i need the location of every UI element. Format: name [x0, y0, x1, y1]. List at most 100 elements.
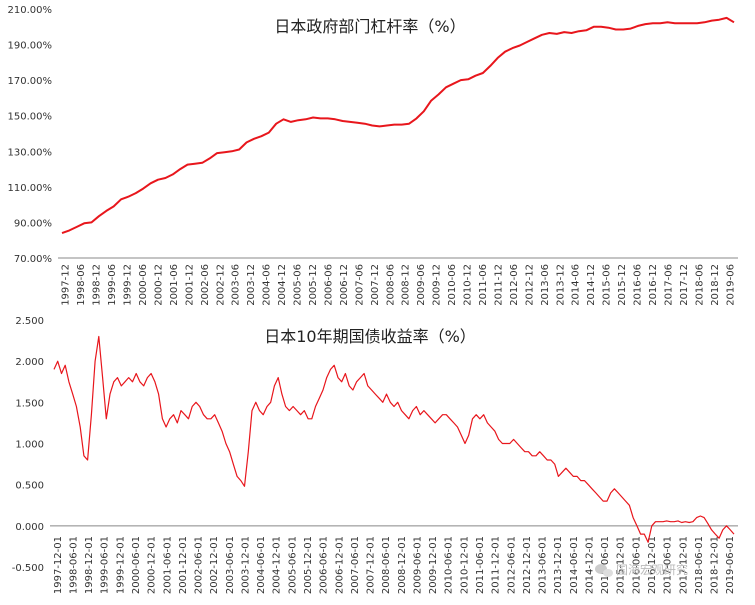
x-tick-label: 2002-06 — [200, 264, 211, 306]
x-tick-label: 2011-12 — [493, 264, 504, 306]
x-tick-label: 1998-12 — [92, 264, 103, 306]
wechat-icon — [595, 564, 613, 577]
x-tick-label: 2003-06 — [231, 264, 242, 306]
x-tick-label: 2007-06 — [354, 264, 365, 306]
x-tick-label: 2016-06-01 — [631, 536, 642, 594]
chart-1-x-axis: 1997-12 1998-06 1998-12 1999-06 1999-12 2000-… — [61, 264, 737, 306]
chart-jgb-10y-yield: 日本10年期国债收益率（%） -0.500 0.000 0.500 1.000 1.50… — [12, 316, 738, 594]
x-tick-label: 2008-12 — [401, 264, 412, 306]
x-tick-label: 2018-12-01 — [710, 536, 721, 594]
chart-2-title: 日本10年期国债收益率（%） — [264, 327, 476, 346]
x-tick-label: 2013-06 — [540, 264, 551, 306]
x-tick-label: 2009-06 — [416, 264, 427, 306]
x-tick-label: 2000-12-01 — [147, 536, 158, 594]
x-tick-label: 2010-12-01 — [459, 536, 470, 594]
x-tick-label: 1999-06-01 — [100, 536, 111, 594]
x-tick-label: 2014-12 — [586, 264, 597, 306]
x-tick-label: 2012-12-01 — [522, 536, 533, 594]
chart-1-series-line — [61, 16, 735, 235]
x-tick-label: 2006-12 — [339, 264, 350, 306]
x-tick-label: 2019-06 — [725, 264, 736, 306]
x-tick-label: 2012-06 — [509, 264, 520, 306]
x-tick-label: 2007-06-01 — [350, 536, 361, 594]
y-tick-label: 90.00% — [14, 218, 52, 229]
x-tick-label: 2002-12 — [215, 264, 226, 306]
y-tick-label: 2.500 — [15, 316, 44, 327]
x-tick-label: 2006-06 — [323, 264, 334, 306]
x-tick-label: 2003-12 — [246, 264, 257, 306]
x-tick-label: 2002-06-01 — [194, 536, 205, 594]
x-tick-label: 2009-12 — [432, 264, 443, 306]
x-tick-label: 2015-12-01 — [616, 536, 627, 594]
x-tick-label: 2001-06-01 — [162, 536, 173, 594]
y-tick-label: -0.500 — [12, 563, 44, 574]
x-tick-label: 1998-06-01 — [68, 536, 79, 594]
x-tick-label: 2001-12-01 — [178, 536, 189, 594]
x-tick-label: 2009-12-01 — [428, 536, 439, 594]
x-tick-label: 2005-12-01 — [303, 536, 314, 594]
y-tick-label: 2.000 — [15, 357, 44, 368]
y-tick-label: 210.00% — [8, 5, 53, 16]
x-tick-label: 2001-06 — [169, 264, 180, 306]
x-tick-label: 2014-12-01 — [584, 536, 595, 594]
x-tick-label: 1997-12-01 — [53, 536, 64, 594]
x-tick-label: 1997-12 — [61, 264, 72, 306]
x-tick-label: 2017-12 — [679, 264, 690, 306]
x-tick-label: 2004-12-01 — [272, 536, 283, 594]
x-tick-label: 1999-12 — [123, 264, 134, 306]
chart-government-leverage: 日本政府部门杠杆率（%） 70.00% 90.00% 110.00% 130.00% 1… — [8, 5, 738, 306]
x-tick-label: 2009-06-01 — [412, 536, 423, 594]
x-tick-label: 2014-06 — [571, 264, 582, 306]
x-tick-label: 2017-12-01 — [678, 536, 689, 594]
x-tick-label: 2006-12-01 — [334, 536, 345, 594]
x-tick-label: 2008-06 — [385, 264, 396, 306]
y-tick-label: 130.00% — [8, 147, 53, 158]
chart-2-x-axis: 1997-12-01 1998-06-01 1998-12-01 1999-06-01… — [53, 536, 736, 594]
x-tick-label: 2013-12-01 — [553, 536, 564, 594]
x-tick-label: 2003-06-01 — [225, 536, 236, 594]
x-tick-label: 2008-12-01 — [397, 536, 408, 594]
x-tick-label: 1998-06 — [76, 264, 87, 306]
x-tick-label: 2000-06-01 — [131, 536, 142, 594]
x-tick-label: 2017-06-01 — [663, 536, 674, 594]
x-tick-label: 2010-06-01 — [444, 536, 455, 594]
x-tick-label: 2002-12-01 — [209, 536, 220, 594]
y-tick-label: 70.00% — [14, 254, 52, 265]
x-tick-label: 2014-06-01 — [569, 536, 580, 594]
x-tick-label: 2016-06 — [633, 264, 644, 306]
watermark: 国海宏观研究 — [595, 562, 688, 577]
x-tick-label: 2005-06 — [293, 264, 304, 306]
x-tick-label: 2010-12 — [463, 264, 474, 306]
chart-1-title: 日本政府部门杠杆率（%） — [274, 17, 465, 36]
x-tick-label: 2018-06-01 — [694, 536, 705, 594]
x-tick-label: 1998-12-01 — [84, 536, 95, 594]
x-tick-label: 2016-12-01 — [647, 536, 658, 594]
x-tick-label: 2006-06-01 — [319, 536, 330, 594]
x-tick-label: 2008-06-01 — [381, 536, 392, 594]
x-tick-label: 2019-06-01 — [725, 536, 736, 594]
x-tick-label: 2013-06-01 — [538, 536, 549, 594]
x-tick-label: 2005-12 — [308, 264, 319, 306]
x-tick-label: 2012-12 — [524, 264, 535, 306]
y-tick-label: 1.500 — [15, 398, 44, 409]
x-tick-label: 2011-06-01 — [475, 536, 486, 594]
x-tick-label: 2015-06 — [602, 264, 613, 306]
x-tick-label: 2011-12-01 — [491, 536, 502, 594]
x-tick-label: 2004-06-01 — [256, 536, 267, 594]
x-tick-label: 2005-06-01 — [287, 536, 298, 594]
chart-2-y-axis: -0.500 0.000 0.500 1.000 1.500 2.000 2.500 — [12, 316, 44, 574]
x-tick-label: 2016-12 — [648, 264, 659, 306]
x-tick-label: 2011-06 — [478, 264, 489, 306]
x-tick-label: 2013-12 — [555, 264, 566, 306]
x-tick-label: 2012-06-01 — [506, 536, 517, 594]
x-tick-label: 2003-12-01 — [240, 536, 251, 594]
x-tick-label: 2010-06 — [447, 264, 458, 306]
chart-1-y-axis: 70.00% 90.00% 110.00% 130.00% 150.00% 170.00%… — [8, 5, 53, 265]
x-tick-label: 2018-12 — [710, 264, 721, 306]
y-tick-label: 0.000 — [15, 522, 44, 533]
x-tick-label: 2004-12 — [277, 264, 288, 306]
y-tick-label: 0.500 — [15, 481, 44, 492]
x-tick-label: 2007-12-01 — [366, 536, 377, 594]
y-tick-label: 170.00% — [8, 76, 53, 87]
y-tick-label: 190.00% — [8, 41, 53, 52]
